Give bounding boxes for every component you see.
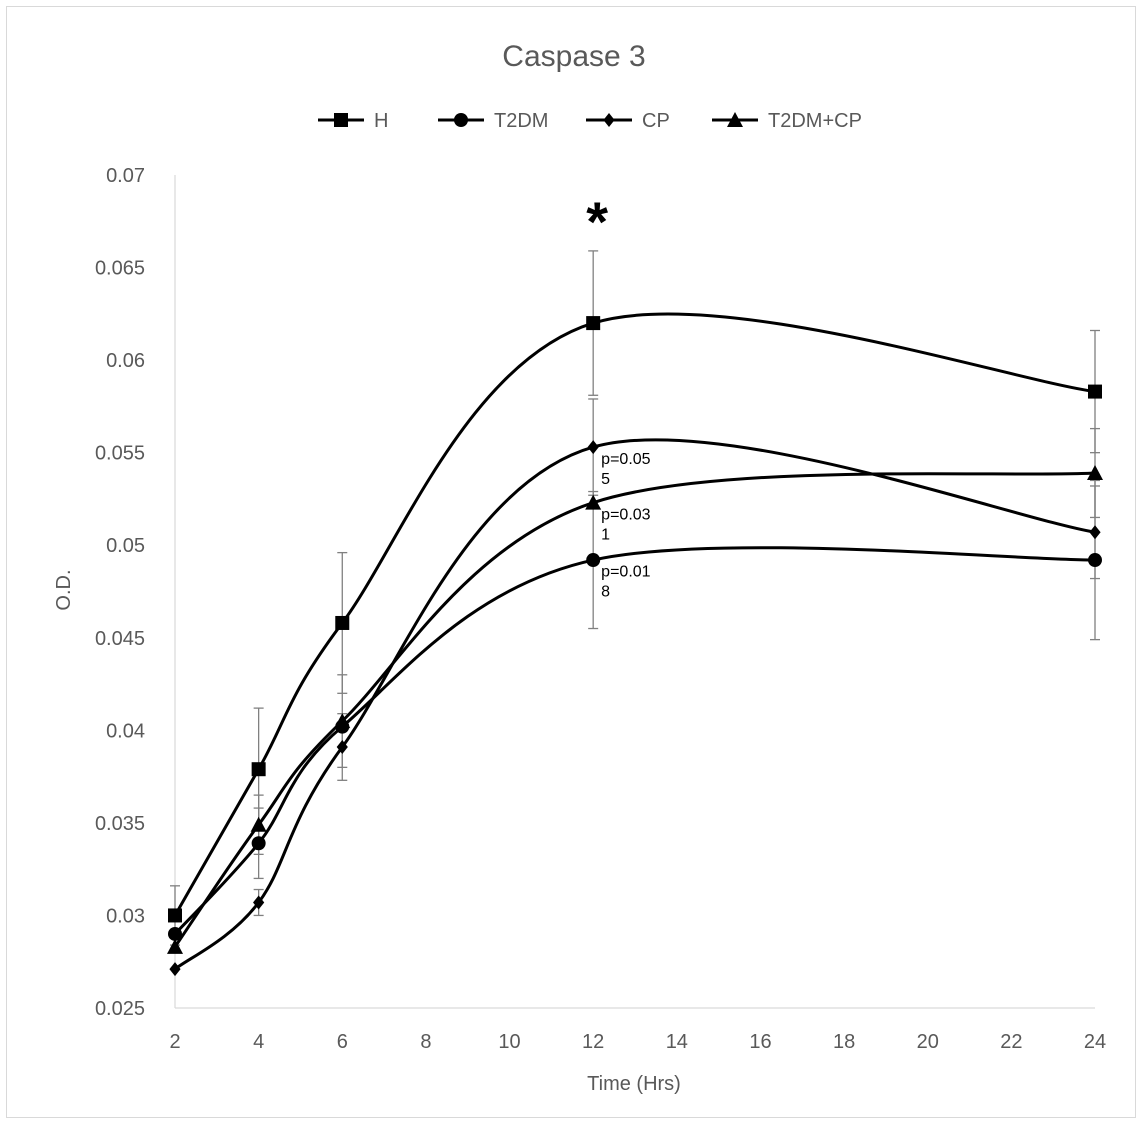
axes: 2 4 6 8 10 12 14 16 18 20 22 240.0250.030.0350.040.… xyxy=(95,165,1106,1053)
legend: H T2DM CP T2DM+CP xyxy=(318,110,862,132)
x-tick-label: 22 xyxy=(1000,1031,1022,1053)
marker-diamond xyxy=(1089,525,1101,540)
legend-label: H xyxy=(374,110,388,132)
marker-circle xyxy=(586,553,601,568)
p-value-annotation: 1 xyxy=(601,526,610,543)
marker-diamond xyxy=(253,895,265,910)
x-tick-label: 8 xyxy=(420,1031,431,1053)
legend-label: T2DM+CP xyxy=(768,110,862,132)
y-tick-label: 0.045 xyxy=(95,628,145,650)
y-tick-label: 0.05 xyxy=(106,535,145,557)
marker-square xyxy=(168,908,182,923)
x-tick-label: 6 xyxy=(337,1031,348,1053)
x-axis-label: Time (Hrs) xyxy=(587,1073,681,1095)
p-value-annotation: 5 xyxy=(601,471,610,488)
x-tick-label: 18 xyxy=(833,1031,855,1053)
legend-label: T2DM xyxy=(494,110,548,132)
marker-square xyxy=(586,316,601,331)
y-axis-label: O.D. xyxy=(53,569,75,610)
series-line-t2dm xyxy=(173,546,1096,935)
marker-triangle xyxy=(727,112,743,127)
legend-entry: T2DM xyxy=(438,110,548,132)
x-tick-label: 12 xyxy=(582,1031,604,1053)
p-value-annotation: p=0.05 xyxy=(601,451,650,468)
y-tick-label: 0.055 xyxy=(95,443,145,465)
marker-triangle xyxy=(334,713,351,729)
marker-diamond xyxy=(587,440,599,455)
x-tick-label: 16 xyxy=(749,1031,771,1053)
x-tick-label: 24 xyxy=(1084,1031,1106,1053)
marker-diamond xyxy=(336,739,348,754)
x-tick-label: 20 xyxy=(917,1031,939,1053)
marker-circle xyxy=(168,926,182,941)
marker-square xyxy=(1088,384,1102,399)
marker-circle xyxy=(1088,553,1102,568)
marker-square xyxy=(334,113,348,127)
legend-label: CP xyxy=(642,110,670,132)
marker-diamond xyxy=(603,113,615,127)
y-tick-label: 0.035 xyxy=(95,813,145,835)
chart-title: Caspase 3 xyxy=(502,40,645,73)
p-value-annotation: p=0.01 xyxy=(601,564,650,581)
marker-circle xyxy=(251,836,266,851)
series-line-t2dm-cp xyxy=(173,471,1096,948)
y-tick-label: 0.065 xyxy=(95,258,145,280)
p-value-annotation: p=0.03 xyxy=(601,506,650,523)
marker-triangle xyxy=(585,494,602,510)
plot-area: p=0.05 5 p=0.03 1 p=0.01 8 * xyxy=(167,190,1103,977)
legend-entry: CP xyxy=(586,110,670,132)
y-tick-label: 0.03 xyxy=(106,905,145,927)
y-tick-label: 0.04 xyxy=(106,720,145,742)
marker-square xyxy=(335,615,350,630)
y-tick-label: 0.06 xyxy=(106,350,145,372)
series-line-h xyxy=(173,312,1096,917)
significance-star: * xyxy=(586,190,608,253)
y-tick-label: 0.07 xyxy=(106,165,145,187)
marker-square xyxy=(251,762,266,777)
marker-triangle xyxy=(1087,465,1103,481)
legend-entry: H xyxy=(318,110,388,132)
chart-frame xyxy=(6,6,1136,1118)
marker-triangle xyxy=(167,938,183,954)
x-tick-label: 14 xyxy=(666,1031,688,1053)
x-tick-label: 10 xyxy=(498,1031,520,1053)
marker-diamond xyxy=(169,962,181,977)
p-value-annotation: 8 xyxy=(601,584,610,601)
marker-circle xyxy=(454,113,468,127)
x-tick-label: 4 xyxy=(253,1031,264,1053)
legend-entry: T2DM+CP xyxy=(712,110,862,132)
marker-triangle xyxy=(250,816,267,832)
x-tick-label: 2 xyxy=(169,1031,180,1053)
y-tick-label: 0.025 xyxy=(95,998,145,1020)
